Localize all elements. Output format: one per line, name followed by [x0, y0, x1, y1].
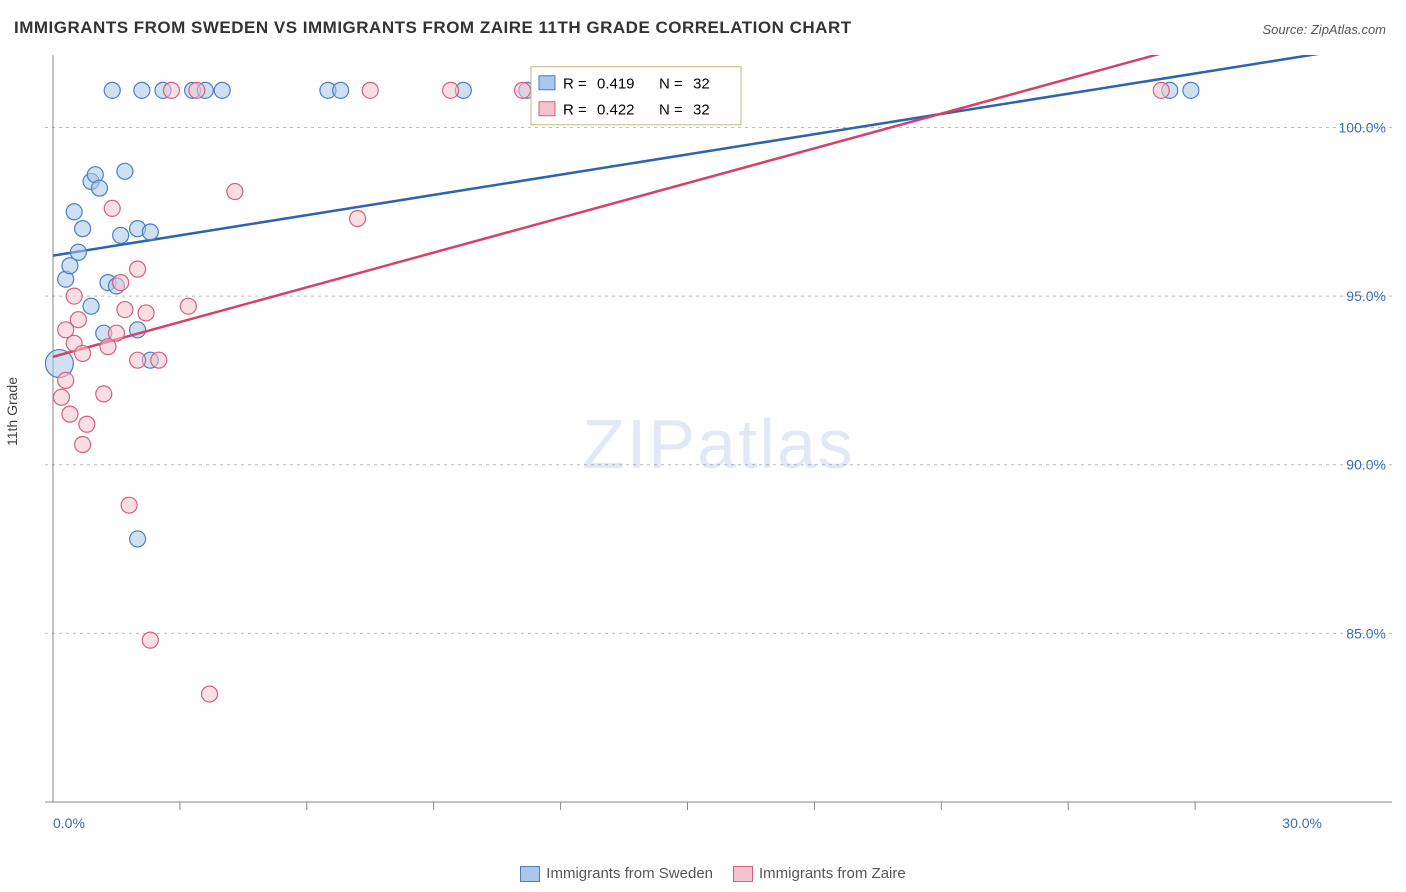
svg-text:30.0%: 30.0%: [1282, 815, 1322, 831]
svg-text:0.419: 0.419: [597, 76, 635, 93]
svg-text:95.0%: 95.0%: [1346, 288, 1386, 304]
plot-area: 85.0% 90.0% 95.0% 100.0% 0.0% 30.0% R = 0.419 N …: [45, 55, 1392, 832]
bottom-legend: Immigrants from Sweden Immigrants from Za…: [0, 865, 1406, 882]
svg-text:32: 32: [693, 76, 710, 93]
svg-text:R =: R =: [563, 76, 587, 93]
scatter-plot: 85.0% 90.0% 95.0% 100.0% 0.0% 30.0% R = 0.419 N …: [45, 55, 1392, 832]
y-axis-label: 11th Grade: [4, 377, 20, 446]
svg-text:90.0%: 90.0%: [1346, 457, 1386, 473]
source-label: Source: ZipAtlas.com: [1262, 22, 1386, 37]
svg-text:R =: R =: [563, 102, 587, 119]
svg-text:32: 32: [693, 102, 710, 119]
legend-swatch: [733, 866, 753, 882]
svg-text:100.0%: 100.0%: [1339, 119, 1386, 135]
legend-swatch: [520, 866, 540, 882]
svg-text:N =: N =: [659, 102, 683, 119]
svg-text:0.0%: 0.0%: [53, 815, 85, 831]
svg-text:0.422: 0.422: [597, 102, 635, 119]
svg-text:85.0%: 85.0%: [1346, 625, 1386, 641]
legend-label: Immigrants from Sweden: [546, 865, 713, 882]
legend-label: Immigrants from Zaire: [759, 865, 906, 882]
svg-text:N =: N =: [659, 76, 683, 93]
chart-title: IMMIGRANTS FROM SWEDEN VS IMMIGRANTS FRO…: [14, 18, 852, 38]
